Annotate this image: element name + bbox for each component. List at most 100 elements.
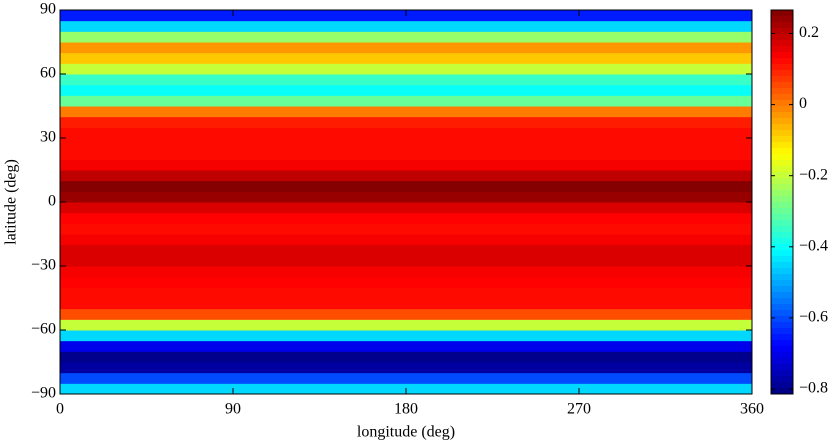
heat-band <box>60 191 752 203</box>
colorbar-step <box>771 208 793 215</box>
colorbar-step <box>771 364 793 371</box>
colorbar-step <box>771 112 793 119</box>
colorbar-step <box>771 142 793 149</box>
colorbar-step <box>771 280 793 287</box>
colorbar-step <box>771 268 793 275</box>
heat-band <box>60 223 752 235</box>
heat-band <box>60 42 752 54</box>
colorbar-tick-label: −0.4 <box>799 237 828 254</box>
heat-band <box>60 202 752 214</box>
colorbar-step <box>771 40 793 47</box>
colorbar-step <box>771 376 793 383</box>
colorbar-step <box>771 226 793 233</box>
colorbar-step <box>771 274 793 281</box>
heat-band <box>60 84 752 96</box>
colorbar-step <box>771 322 793 329</box>
colorbar-step <box>771 10 793 17</box>
colorbar-step <box>771 46 793 53</box>
heat-band <box>60 276 752 288</box>
y-tick-label: −60 <box>31 321 56 338</box>
heat-band <box>60 372 752 384</box>
colorbar-step <box>771 190 793 197</box>
heat-band <box>60 234 752 246</box>
colorbar-step <box>771 28 793 35</box>
colorbar-step <box>771 286 793 293</box>
colorbar-step <box>771 76 793 83</box>
x-tick-label: 90 <box>225 401 241 418</box>
heat-band <box>60 74 752 86</box>
colorbar-step <box>771 298 793 305</box>
x-tick-label: 270 <box>567 401 591 418</box>
y-axis-label: latitude (deg) <box>3 159 20 245</box>
heat-band <box>60 138 752 150</box>
colorbar-step <box>771 178 793 185</box>
colorbar-step <box>771 64 793 71</box>
colorbar-step <box>771 346 793 353</box>
colorbar-step <box>771 340 793 347</box>
heat-band <box>60 127 752 139</box>
colorbar-step <box>771 388 793 395</box>
colorbar-step <box>771 382 793 389</box>
colorbar-step <box>771 58 793 65</box>
colorbar-step <box>771 88 793 95</box>
heat-band <box>60 255 752 267</box>
y-tick-label: −30 <box>31 257 56 274</box>
colorbar-step <box>771 22 793 29</box>
colorbar-step <box>771 106 793 113</box>
colorbar-step <box>771 166 793 173</box>
colorbar-step <box>771 52 793 59</box>
colorbar-step <box>771 316 793 323</box>
colorbar-step <box>771 238 793 245</box>
colorbar-step <box>771 82 793 89</box>
heat-band <box>60 95 752 107</box>
colorbar-step <box>771 220 793 227</box>
heat-band <box>60 180 752 192</box>
colorbar-step <box>771 370 793 377</box>
y-tick-label: 60 <box>40 65 56 82</box>
heat-band <box>60 20 752 32</box>
y-tick-label: 30 <box>40 129 56 146</box>
colorbar-step <box>771 130 793 137</box>
colorbar-step <box>771 310 793 317</box>
y-tick-label: 90 <box>40 1 56 18</box>
heat-band <box>60 266 752 278</box>
x-tick-label: 0 <box>56 401 64 418</box>
colorbar-tick-label: 0.2 <box>799 24 819 41</box>
heat-band <box>60 31 752 43</box>
heat-band <box>60 330 752 342</box>
colorbar-step <box>771 136 793 143</box>
colorbar-step <box>771 70 793 77</box>
heat-band <box>60 170 752 182</box>
colorbar-step <box>771 34 793 41</box>
heat-band <box>60 63 752 75</box>
heat-band <box>60 351 752 363</box>
heat-band <box>60 116 752 128</box>
heat-band <box>60 308 752 320</box>
heat-band <box>60 212 752 224</box>
colorbar-step <box>771 292 793 299</box>
heat-band <box>60 244 752 256</box>
colorbar-step <box>771 202 793 209</box>
x-tick-label: 180 <box>394 401 418 418</box>
y-tick-label: 0 <box>48 193 56 210</box>
heat-band <box>60 52 752 64</box>
colorbar-step <box>771 148 793 155</box>
colorbar-tick-label: 0 <box>799 95 807 112</box>
heat-band <box>60 298 752 310</box>
colorbar-step <box>771 358 793 365</box>
colorbar-step <box>771 304 793 311</box>
colorbar-step <box>771 328 793 335</box>
colorbar-step <box>771 100 793 107</box>
colorbar-step <box>771 160 793 167</box>
x-axis-label: longitude (deg) <box>357 424 455 441</box>
colorbar-step <box>771 250 793 257</box>
colorbar-step <box>771 214 793 221</box>
colorbar-frame <box>770 9 794 395</box>
colorbar-step <box>771 124 793 131</box>
heat-band <box>60 362 752 374</box>
colorbar-step <box>771 184 793 191</box>
colorbar-step <box>771 232 793 239</box>
colorbar-tick-label: −0.8 <box>799 380 828 397</box>
y-tick-label: −90 <box>31 385 56 402</box>
